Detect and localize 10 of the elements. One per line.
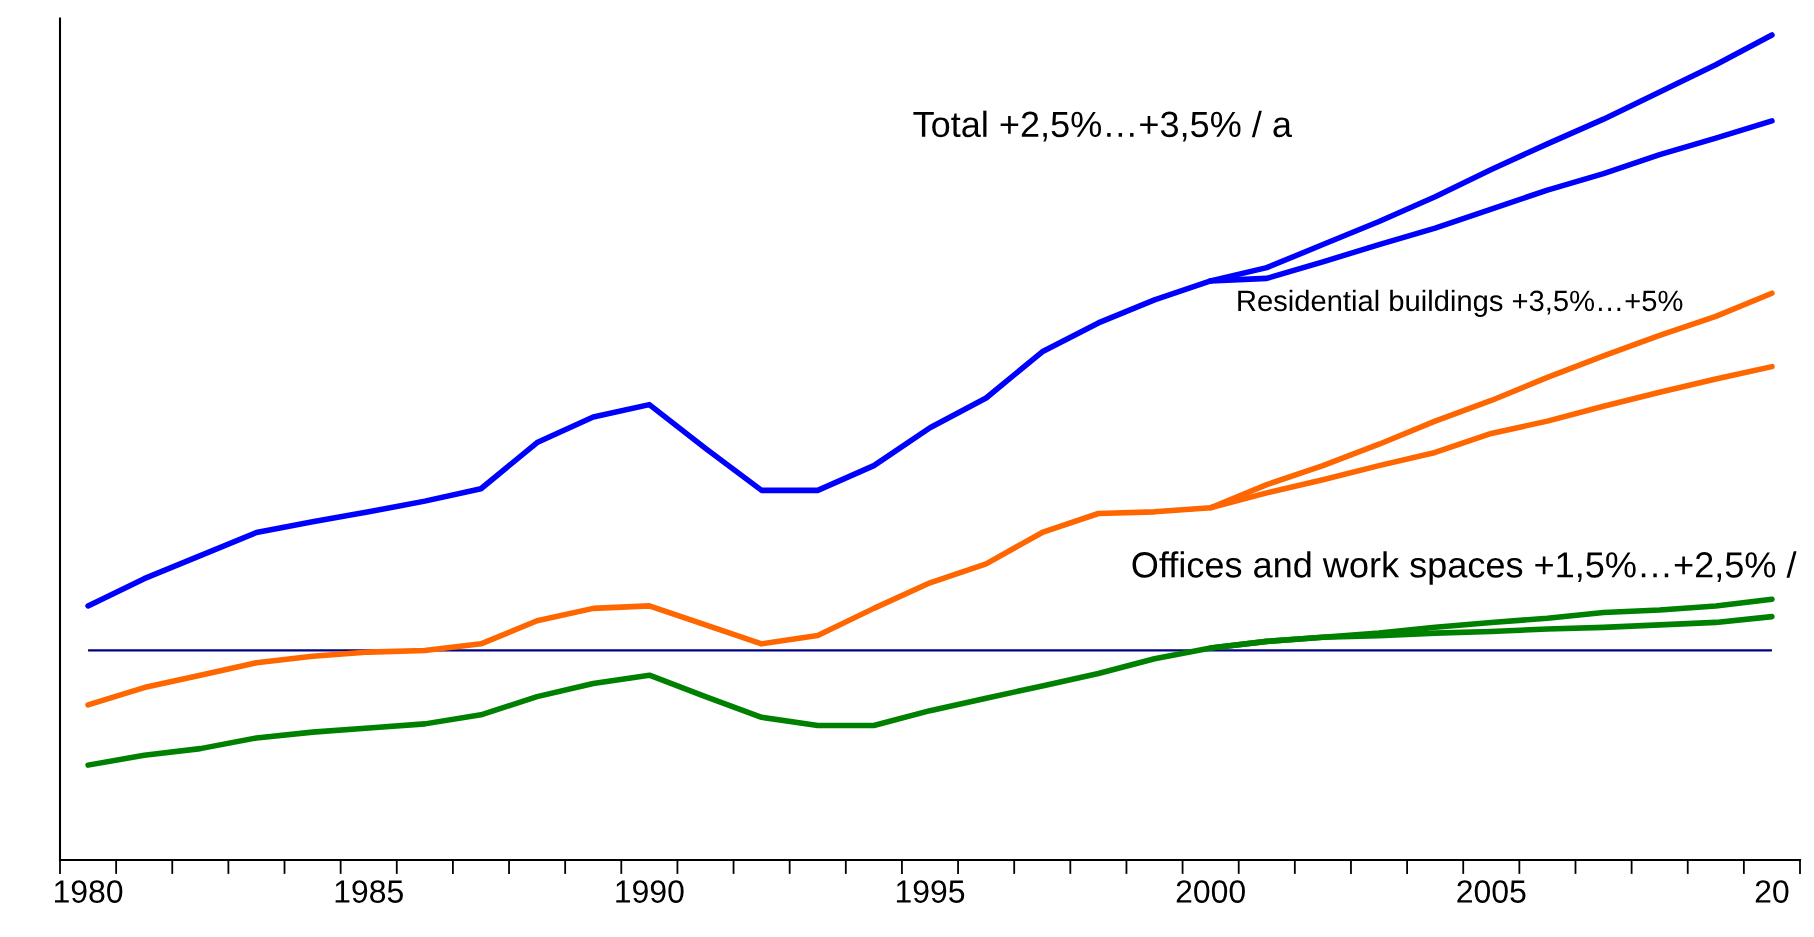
x-tick-label: 2005: [1457, 880, 1526, 903]
x-tick-label: 20: [1755, 880, 1789, 903]
x-tick-label: 1995: [896, 880, 965, 903]
annotation: Total +2,5%…+3,5% / a: [913, 110, 1292, 142]
x-tick-label: 1990: [616, 880, 684, 903]
annotation: Offices and work spaces +1,5%…+2,5% /: [1132, 551, 1797, 585]
x-tick-label: 2000: [1176, 880, 1245, 903]
x-tick-label: 1985: [335, 880, 403, 903]
annotation: Residential buildings +3,5%…+5%: [1238, 289, 1683, 317]
x-tick-label: 1980: [54, 880, 123, 903]
